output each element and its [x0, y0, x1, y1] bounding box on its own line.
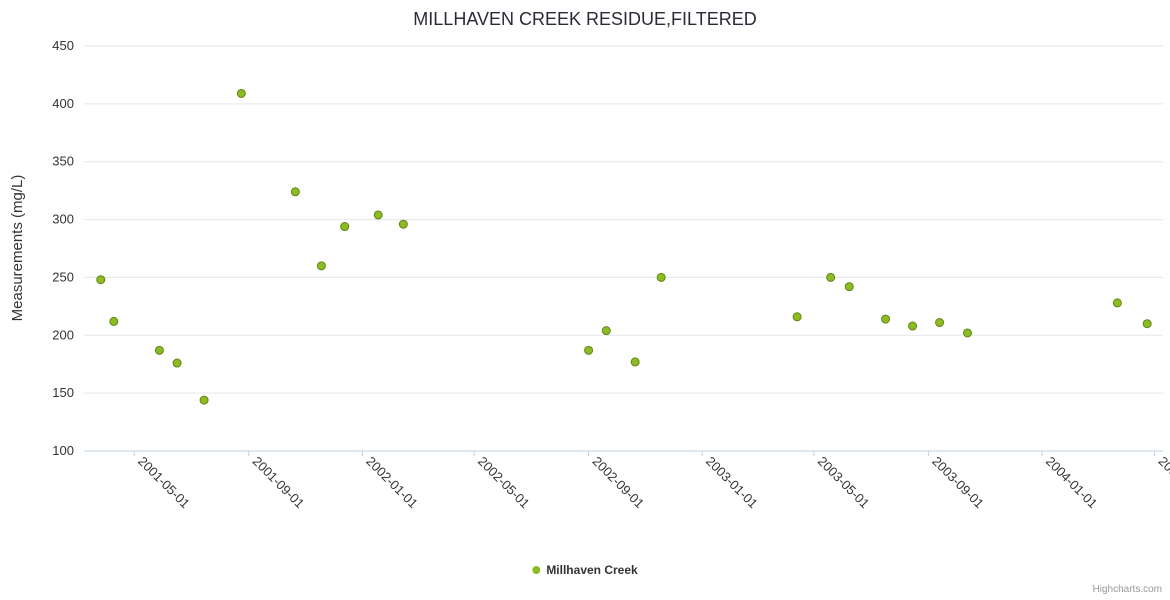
y-tick-label: 150: [52, 385, 74, 400]
data-point[interactable]: [1112, 298, 1122, 308]
y-tick-label: 250: [52, 269, 74, 284]
x-tick-label: 2001-05-01: [135, 454, 193, 512]
y-tick-label: 200: [52, 327, 74, 342]
data-point[interactable]: [630, 357, 640, 367]
data-point[interactable]: [172, 358, 182, 368]
x-tick-label: 2004-05-01: [1155, 454, 1170, 512]
x-tick-label: 2004-01-01: [1043, 454, 1101, 512]
data-point[interactable]: [154, 345, 164, 355]
data-point[interactable]: [826, 272, 836, 282]
data-point[interactable]: [340, 222, 350, 232]
y-tick-label: 400: [52, 96, 74, 111]
chart-title: MILLHAVEN CREEK RESIDUE,FILTERED: [413, 9, 756, 29]
data-point[interactable]: [962, 328, 972, 338]
x-axis: [84, 450, 1163, 456]
data-point[interactable]: [584, 345, 594, 355]
data-point[interactable]: [290, 187, 300, 197]
x-tick-label: 2003-05-01: [815, 454, 873, 512]
x-tick-label: 2002-09-01: [589, 454, 647, 512]
y-tick-label: 300: [52, 212, 74, 227]
y-tick-label: 450: [52, 38, 74, 53]
legend-marker-icon: [532, 566, 541, 574]
highcharts-credits-link[interactable]: Highcharts.com: [1092, 584, 1162, 595]
data-point[interactable]: [881, 314, 891, 324]
data-point[interactable]: [316, 261, 326, 271]
data-point[interactable]: [792, 312, 802, 322]
data-point[interactable]: [1142, 319, 1152, 329]
x-tick-label: 2003-09-01: [929, 454, 987, 512]
data-point[interactable]: [373, 210, 383, 220]
y-axis-labels: 450 400 350 300 250 200 150 100: [52, 38, 74, 458]
x-axis-labels: 2001-05-01 2001-09-01 2002-01-01 2002-05-01…: [135, 454, 1170, 512]
y-axis-title: Measurements (mg/L): [9, 175, 26, 322]
data-point[interactable]: [109, 316, 119, 326]
y-tick-label: 350: [52, 154, 74, 169]
data-point[interactable]: [398, 219, 408, 229]
legend-label: Millhaven Creek: [546, 563, 638, 577]
x-tick-label: 2002-05-01: [475, 454, 533, 512]
data-point[interactable]: [656, 272, 666, 282]
data-point[interactable]: [96, 275, 106, 285]
data-point[interactable]: [601, 326, 611, 336]
data-point[interactable]: [844, 282, 854, 292]
data-points: [96, 88, 1152, 405]
y-tick-label: 100: [52, 443, 74, 458]
data-point[interactable]: [236, 88, 246, 98]
x-tick-label: 2001-09-01: [250, 454, 308, 512]
x-tick-label: 2003-01-01: [703, 454, 761, 512]
gridlines: [84, 45, 1163, 452]
data-point[interactable]: [935, 318, 945, 328]
legend-item-millhaven-creek[interactable]: Millhaven Creek: [532, 563, 638, 577]
data-point[interactable]: [199, 395, 209, 405]
x-tick-label: 2002-01-01: [363, 454, 421, 512]
data-point[interactable]: [908, 321, 918, 331]
